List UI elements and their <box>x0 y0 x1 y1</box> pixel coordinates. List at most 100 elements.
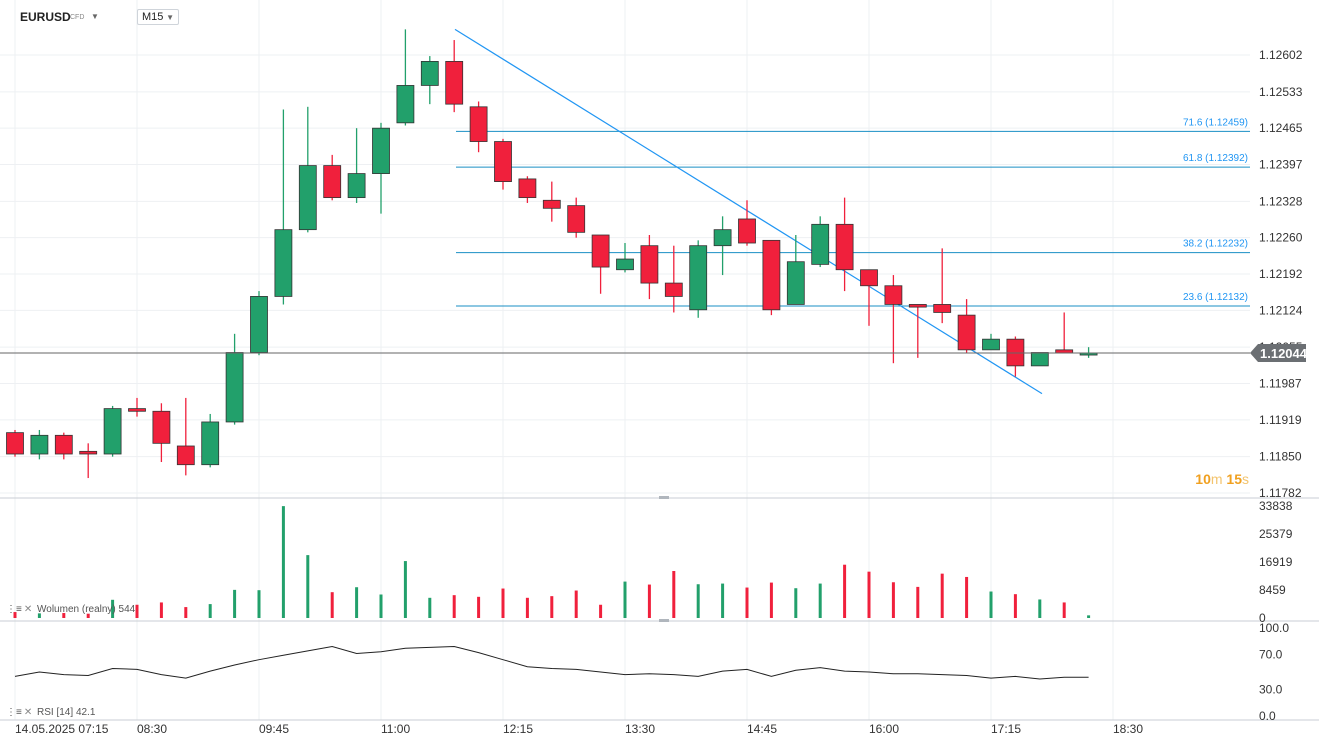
volume-bar <box>379 594 383 618</box>
volume-tick-label: 16919 <box>1259 555 1293 569</box>
price-tick-label: 1.12328 <box>1259 194 1303 208</box>
price-tick-label: 1.12192 <box>1259 267 1303 281</box>
volume-bar <box>428 597 432 618</box>
volume-bar <box>208 604 212 618</box>
candle-body <box>103 408 122 455</box>
current-price-tag <box>1250 344 1306 363</box>
candle-body <box>1030 352 1049 367</box>
volume-bar <box>696 584 700 618</box>
candle-body <box>128 408 146 412</box>
candle-body <box>445 61 464 105</box>
time-tick-label: 18:30 <box>1113 722 1143 736</box>
volume-bar <box>916 586 920 618</box>
volume-tick-label: 0 <box>1259 611 1266 625</box>
volume-bar <box>135 604 139 618</box>
volume-bar <box>525 597 529 618</box>
price-tick-label: 1.12260 <box>1259 231 1303 245</box>
countdown-seconds-unit: s <box>1242 471 1249 487</box>
candle-body <box>908 304 927 308</box>
price-tick-label: 1.11782 <box>1259 486 1302 500</box>
volume-bar <box>257 590 261 618</box>
close-icon[interactable]: ✕ <box>23 604 33 615</box>
rsi-current: 42.1 <box>75 707 96 718</box>
volume-bar <box>13 612 17 618</box>
volume-bar <box>184 607 188 618</box>
candle-body <box>933 304 952 313</box>
price-tick-label: 1.11919 <box>1259 413 1302 427</box>
volume-bar <box>233 589 237 618</box>
volume-bar <box>86 613 90 618</box>
candle-body <box>250 296 268 353</box>
volume-bar <box>1038 599 1042 618</box>
volume-tick-label: 8459 <box>1259 583 1286 597</box>
countdown-minutes: 10 <box>1195 471 1211 487</box>
volume-bar <box>550 596 554 618</box>
candle-body <box>542 199 561 209</box>
rsi-indicator-legend: ⋮≡ ✕ RSI [14] 42.1 <box>6 707 95 718</box>
candle-body <box>1006 338 1025 367</box>
timeframe-select[interactable]: M15 ▼ <box>137 9 179 25</box>
symbol-name[interactable]: EURUSD <box>20 10 71 24</box>
time-tick-label: 09:45 <box>259 722 289 736</box>
candle-body <box>762 239 781 311</box>
volume-tick-label: 33838 <box>1259 499 1293 513</box>
time-tick-label: 17:15 <box>991 722 1021 736</box>
candle-body <box>811 223 830 265</box>
volume-tick-label: 25379 <box>1259 527 1293 541</box>
candle-body <box>713 229 732 247</box>
volume-bar <box>745 587 749 618</box>
candle-body <box>420 61 439 86</box>
settings-icon[interactable]: ⋮≡ <box>6 707 22 718</box>
pane-resize-handle <box>659 496 669 499</box>
volume-bar <box>574 590 578 618</box>
rsi-line <box>14 645 1089 680</box>
volume-bar <box>1087 615 1091 618</box>
candle-body <box>225 352 244 423</box>
rsi-tick-label: 0.0 <box>1259 709 1276 723</box>
candle-body <box>982 338 1000 351</box>
volume-bar <box>818 583 822 618</box>
volume-bar <box>452 595 456 618</box>
candle-body <box>884 285 903 305</box>
candle-body <box>201 421 220 466</box>
candle-body <box>664 282 683 297</box>
countdown-seconds: 15 <box>1226 471 1242 487</box>
rsi-tick-label: 30.0 <box>1259 683 1283 697</box>
volume-bar <box>672 570 676 618</box>
candle-body <box>640 245 659 284</box>
chevron-down-icon: ▼ <box>166 13 174 22</box>
candle-body <box>347 173 366 199</box>
price-tick-label: 1.12533 <box>1259 85 1303 99</box>
fib-level-label: 23.6 (1.12132) <box>1183 292 1248 303</box>
fib-level-label: 38.2 (1.12232) <box>1183 239 1248 250</box>
price-tick-label: 1.12397 <box>1259 158 1303 172</box>
volume-bar <box>403 561 407 618</box>
candle-body <box>957 314 976 351</box>
candle-body <box>30 434 49 455</box>
pane-resize-handle <box>659 619 669 622</box>
settings-icon[interactable]: ⋮≡ <box>6 604 22 615</box>
trend-line <box>454 28 1043 395</box>
time-tick-label: 08:30 <box>137 722 167 736</box>
volume-bar <box>867 571 871 618</box>
volume-bars <box>13 506 1091 618</box>
timeframe-label: M15 <box>142 11 164 23</box>
volume-bar <box>1062 602 1066 618</box>
countdown-minutes-unit: m <box>1210 471 1223 487</box>
volume-bar <box>37 613 41 618</box>
volume-bar <box>940 573 944 618</box>
price-tick-label: 1.12465 <box>1259 121 1303 135</box>
fib-level-label: 71.6 (1.12459) <box>1183 117 1248 128</box>
time-tick-label: 16:00 <box>869 722 899 736</box>
close-icon[interactable]: ✕ <box>23 707 33 718</box>
volume-bar <box>62 613 66 618</box>
candle-body <box>835 223 854 271</box>
volume-sub-label: (realny) <box>81 604 116 615</box>
rsi-tick-label: 100.0 <box>1259 621 1289 635</box>
candle-body <box>274 229 293 297</box>
volume-bar <box>355 587 359 618</box>
candle-body <box>176 445 195 466</box>
price-tick-label: 1.12124 <box>1259 303 1303 317</box>
symbol-dropdown-icon[interactable]: ▼ <box>91 12 99 21</box>
